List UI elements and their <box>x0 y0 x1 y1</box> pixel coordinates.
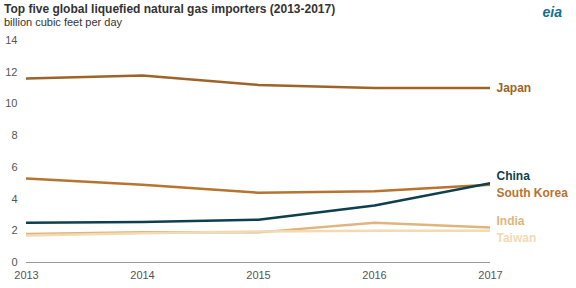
svg-text:14: 14 <box>5 34 17 46</box>
html-text:Top five global liquefied natu: Top five global liquefied natural gas im… <box>4 2 336 16</box>
html-text:billion cubic feet per day: billion cubic feet per day <box>4 16 122 28</box>
svg-text:2017: 2017 <box>478 269 502 281</box>
svg-text:8: 8 <box>11 129 17 141</box>
svg-text:0: 0 <box>11 256 17 268</box>
svg-text:12: 12 <box>5 66 17 78</box>
svg-text:Japan: Japan <box>497 81 532 95</box>
html-text:eia: eia <box>542 4 562 20</box>
svg-text:6: 6 <box>11 161 17 173</box>
svg-text:2016: 2016 <box>362 269 386 281</box>
svg-text:2: 2 <box>11 224 17 236</box>
svg-text:2014: 2014 <box>130 269 154 281</box>
svg-text:10: 10 <box>5 97 17 109</box>
svg-text:Taiwan: Taiwan <box>497 231 537 245</box>
svg-text:China: China <box>497 169 531 183</box>
svg-text:2013: 2013 <box>14 269 38 281</box>
svg-text:4: 4 <box>11 193 17 205</box>
svg-text:South Korea: South Korea <box>497 186 569 200</box>
svg-text:India: India <box>497 214 525 228</box>
svg-text:2015: 2015 <box>246 269 270 281</box>
